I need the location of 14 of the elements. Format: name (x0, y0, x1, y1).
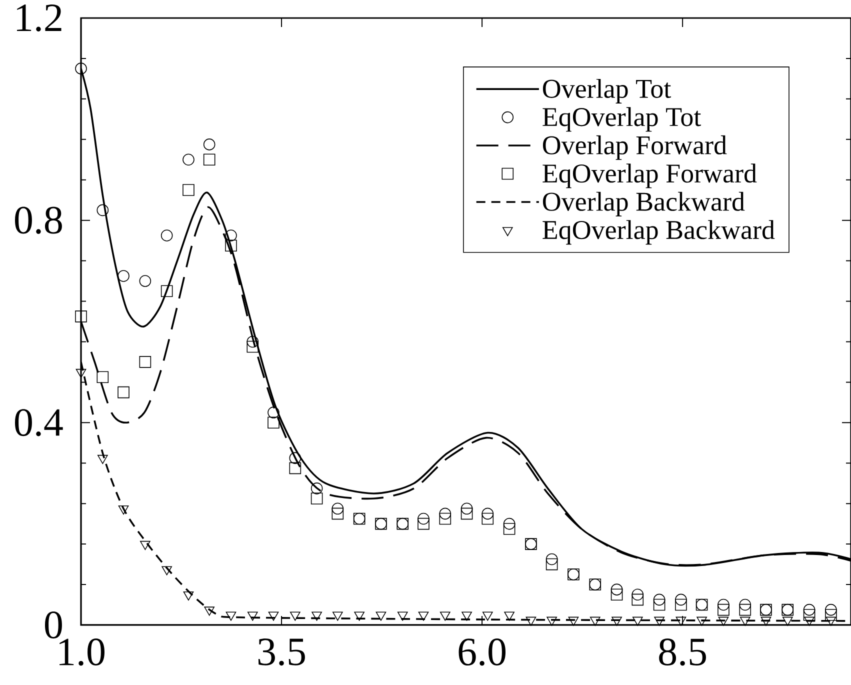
legend-label: Overlap Backward (542, 192, 745, 216)
legend-label: Overlap Forward (542, 135, 727, 160)
x-tick-label: 8.5 (659, 638, 706, 666)
x-tick-label: 1.0 (60, 638, 104, 666)
legend-label: EqOverlap Tot (542, 107, 702, 132)
legend-label: Overlap Tot (542, 78, 672, 104)
x-tick-label: 3.5 (258, 638, 305, 666)
y-tick-label: 1.2 (16, 4, 62, 32)
y-tick-label: 0.8 (14, 206, 62, 234)
legend-label: EqOverlap Backward (542, 220, 775, 245)
y-tick-label: 0 (44, 611, 62, 638)
y-tick-label: 0.4 (14, 409, 63, 436)
x-tick-label: 6.0 (458, 638, 506, 666)
legend-label: EqOverlap Forward (542, 164, 757, 188)
